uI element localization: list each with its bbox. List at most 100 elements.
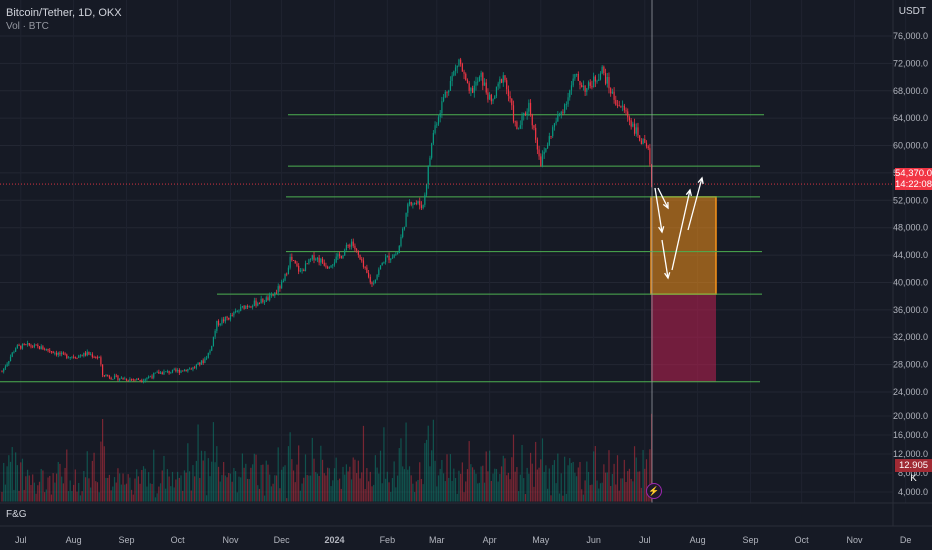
volume-bar — [67, 491, 70, 502]
volume-bar — [282, 466, 284, 502]
candle-body — [30, 345, 32, 347]
candle-body — [620, 106, 622, 107]
volume-bar — [263, 495, 266, 502]
candle-body — [96, 357, 99, 359]
time-tick-label: Nov — [846, 535, 863, 545]
volume-bar — [69, 480, 71, 502]
volume-bar — [415, 481, 417, 502]
volume-bar — [127, 474, 129, 502]
candle-body — [572, 78, 574, 86]
volume-bar — [148, 472, 150, 502]
candle-body — [376, 274, 378, 280]
horizontal-levels — [0, 114, 764, 383]
time-tick-label: Sep — [118, 535, 134, 545]
volume-bar — [587, 471, 590, 502]
volume-bar — [260, 465, 262, 502]
arrow-line — [671, 189, 691, 271]
price-tick-label: 36,000.0 — [893, 305, 928, 315]
volume-bar — [270, 486, 272, 502]
volume-bar — [1, 491, 3, 502]
candle-body — [38, 346, 41, 350]
volume-bar — [403, 469, 405, 502]
candle-body — [604, 73, 607, 84]
time-tick-label: Jul — [15, 535, 27, 545]
volume-bar — [294, 482, 296, 502]
volume-bar — [466, 469, 469, 502]
volume-bar — [482, 465, 484, 502]
volume-bar — [228, 473, 230, 502]
volume-bar — [25, 476, 27, 502]
candle-body — [345, 245, 348, 251]
volume-bar — [175, 479, 177, 502]
candle-body — [637, 127, 639, 136]
volume-bar — [414, 491, 416, 502]
volume-bar — [195, 460, 197, 502]
symbol-title[interactable]: Bitcoin/Tether, 1D, OKX — [6, 7, 122, 19]
volume-bar — [446, 454, 448, 502]
volume-bar — [359, 478, 361, 502]
candle-body — [81, 355, 83, 357]
volume-bar — [390, 491, 392, 502]
candle-body — [73, 356, 75, 358]
volume-bar — [49, 475, 51, 502]
candle-body — [95, 357, 97, 358]
fear-greed-label[interactable]: F&G — [6, 509, 27, 520]
volume-bar — [364, 489, 366, 502]
volume-bar — [207, 458, 209, 502]
candle-body — [398, 245, 400, 254]
volume-bar — [362, 425, 365, 502]
candle-body — [195, 364, 197, 368]
candle-body — [514, 121, 516, 123]
candle-body — [8, 361, 10, 364]
price-tick-label: 32,000.0 — [893, 332, 928, 342]
volume-bar — [383, 427, 385, 502]
volume-bar — [436, 486, 438, 502]
volume-bar — [108, 474, 111, 502]
volume-bar — [562, 495, 564, 502]
candle-body — [441, 101, 443, 114]
candle-body — [120, 377, 122, 379]
candle-body — [79, 355, 82, 357]
candle-body — [535, 127, 537, 140]
time-tick-label: De — [900, 535, 912, 545]
candle-body — [390, 258, 392, 261]
volume-bar — [475, 473, 477, 502]
candle-body — [444, 91, 446, 98]
candle-body — [553, 123, 556, 128]
candle-body — [487, 92, 489, 100]
candle-body — [61, 352, 63, 355]
volume-bar — [611, 474, 613, 502]
candle-body — [550, 136, 552, 137]
volume-bar — [298, 445, 300, 502]
volume-bar — [226, 477, 228, 502]
volume-bar — [76, 491, 78, 502]
volume-bar — [432, 419, 434, 502]
volume-bar — [139, 483, 141, 502]
volume-bar — [320, 445, 322, 502]
candle-body — [146, 377, 148, 380]
currency-label[interactable]: USDT — [898, 6, 926, 17]
candle-body — [204, 358, 206, 363]
candle-body — [33, 344, 35, 348]
bar-countdown: 14:22:08 — [895, 179, 932, 190]
candle-body — [470, 88, 472, 91]
volume-bar — [526, 467, 528, 502]
volume-bar — [615, 484, 617, 502]
volume-bar — [40, 468, 42, 502]
candle-body — [410, 201, 412, 205]
candle-body — [381, 262, 383, 266]
volume-bar — [291, 459, 293, 502]
candle-body — [504, 75, 506, 81]
candle-body — [463, 71, 465, 74]
volume-bar — [23, 489, 25, 502]
candle-body — [234, 311, 237, 313]
lightning-icon[interactable]: ⚡ — [646, 483, 662, 499]
volume-indicator-label[interactable]: Vol · BTC — [6, 21, 49, 32]
candle-body — [25, 344, 27, 346]
candle-body — [98, 357, 100, 359]
candle-body — [439, 113, 441, 118]
volume-bar — [57, 461, 59, 502]
volume-bar — [100, 441, 102, 502]
candle-body — [521, 115, 523, 126]
